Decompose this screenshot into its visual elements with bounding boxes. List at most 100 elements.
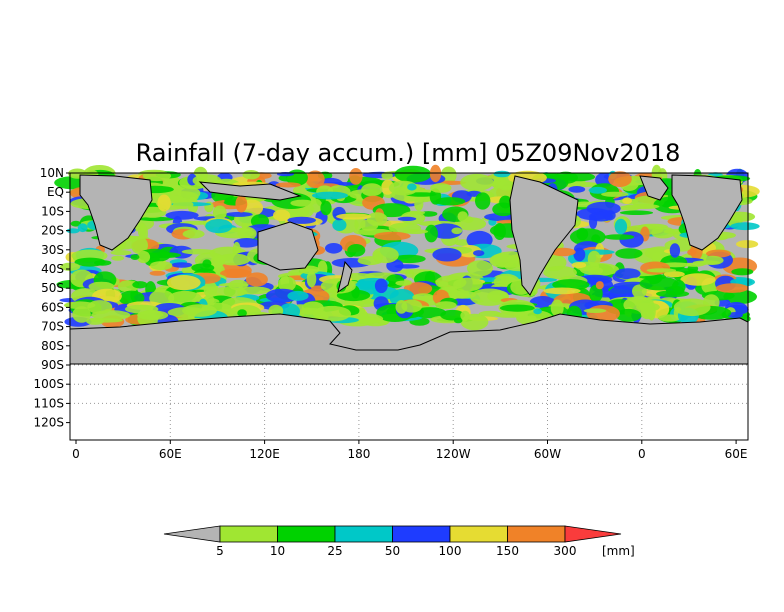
rain-cell <box>332 219 347 231</box>
rain-cell <box>571 262 587 269</box>
rain-cell <box>451 227 463 235</box>
lat-tick-label: EQ <box>47 185 64 199</box>
rain-cell <box>493 170 511 178</box>
lat-tick-label: 40S <box>41 262 64 276</box>
lon-tick-label: 120E <box>249 447 280 461</box>
rain-cell <box>639 276 679 291</box>
rain-cell <box>171 262 193 268</box>
lat-tick-label: 90S <box>41 358 64 372</box>
rain-cell <box>374 231 411 241</box>
rain-cell <box>212 205 227 220</box>
rain-cell <box>138 216 174 222</box>
longitude-axis: 0 60E 120E 180 120W 60W 0 60E <box>72 440 748 461</box>
rain-cell <box>588 211 614 222</box>
colorbar-unit: [mm] <box>602 544 635 558</box>
rain-cell <box>448 290 477 299</box>
rain-cell <box>205 219 233 234</box>
rain-cell <box>325 243 343 254</box>
rain-cell <box>394 165 432 183</box>
lat-tick-label: 10S <box>41 204 64 218</box>
lat-tick-label: 30S <box>41 243 64 257</box>
lat-tick-label: 80S <box>41 339 64 353</box>
map-frame <box>69 172 749 441</box>
rain-cell <box>216 253 251 266</box>
empty-plot-region <box>70 364 748 440</box>
rain-cell <box>460 310 470 321</box>
rain-cell <box>543 287 581 295</box>
rain-cell <box>359 219 379 231</box>
rain-cell <box>460 173 494 191</box>
rain-cell <box>220 268 252 278</box>
south-america-outline <box>509 175 579 296</box>
rain-cell <box>692 260 721 265</box>
australia-outline <box>257 221 319 271</box>
rain-cell <box>493 312 525 318</box>
rain-cell <box>457 211 468 222</box>
lat-tick-label: 110S <box>33 396 64 410</box>
latitude-axis: 10N EQ 10S 20S 30S 40S 50S 60S 70S 80S 90S 100S 110S… <box>33 166 70 430</box>
rain-cell <box>651 226 676 239</box>
lat-tick-label: 10N <box>40 166 64 180</box>
rain-cell <box>533 308 542 315</box>
rain-cell <box>453 277 483 292</box>
lon-tick-label: 60W <box>534 447 561 461</box>
rain-cell <box>429 223 463 239</box>
south-america-outline-east <box>639 175 669 201</box>
rain-cell <box>673 298 711 317</box>
rain-cell <box>132 281 148 289</box>
rain-cell <box>587 250 601 267</box>
antarctica-coastline <box>69 313 749 365</box>
rain-cell <box>149 270 166 276</box>
rain-cell <box>70 220 82 227</box>
rain-cell <box>202 259 212 268</box>
rain-cell <box>90 318 123 323</box>
rain-cell <box>157 194 171 212</box>
rain-cell <box>72 306 91 323</box>
rain-cell <box>731 268 754 276</box>
rain-cell <box>320 200 332 216</box>
colorbar-label: 10 <box>270 544 285 558</box>
rain-cell <box>499 304 535 312</box>
rain-cell <box>527 315 537 321</box>
rain-cell <box>137 222 147 239</box>
rain-cell <box>348 313 384 325</box>
rain-cell <box>233 238 260 248</box>
rain-cell <box>181 249 216 255</box>
rain-cell <box>77 223 88 233</box>
rain-cell <box>435 301 457 310</box>
rain-cell <box>560 172 596 182</box>
rain-cell <box>347 244 366 257</box>
map-title: Rainfall (7-day accum.) [mm] 05Z09Nov201… <box>136 139 681 167</box>
rain-cell <box>550 299 564 317</box>
grid-lines <box>70 364 748 440</box>
rain-cell <box>273 209 291 222</box>
rain-cell <box>680 273 716 286</box>
colorbar-under-triangle <box>163 525 221 543</box>
colorbar-label: 300 <box>554 544 577 558</box>
rain-cell <box>111 255 125 261</box>
rain-cell <box>392 254 426 264</box>
rain-cell <box>275 182 301 188</box>
rain-cell <box>74 257 106 267</box>
rain-cell <box>622 197 632 204</box>
newzealand-outline <box>337 260 353 294</box>
rain-cell <box>615 248 643 259</box>
colorbar-label: 100 <box>439 544 462 558</box>
rain-cell <box>669 243 681 258</box>
rain-cell <box>435 197 466 206</box>
colorbar-label: 25 <box>327 544 342 558</box>
lon-tick-label: 180 <box>347 447 370 461</box>
rain-cell <box>619 210 654 215</box>
lat-tick-label: 120S <box>33 416 64 430</box>
rain-cell <box>706 249 731 258</box>
rain-cell <box>312 305 352 322</box>
rain-cell <box>552 279 590 291</box>
lat-tick-label: 60S <box>41 300 64 314</box>
rain-cell <box>402 229 429 235</box>
lat-tick-label: 70S <box>41 320 64 334</box>
rain-cell <box>568 186 586 193</box>
rain-cell <box>432 247 462 262</box>
map-panel <box>54 164 760 441</box>
rain-cell <box>499 195 512 209</box>
